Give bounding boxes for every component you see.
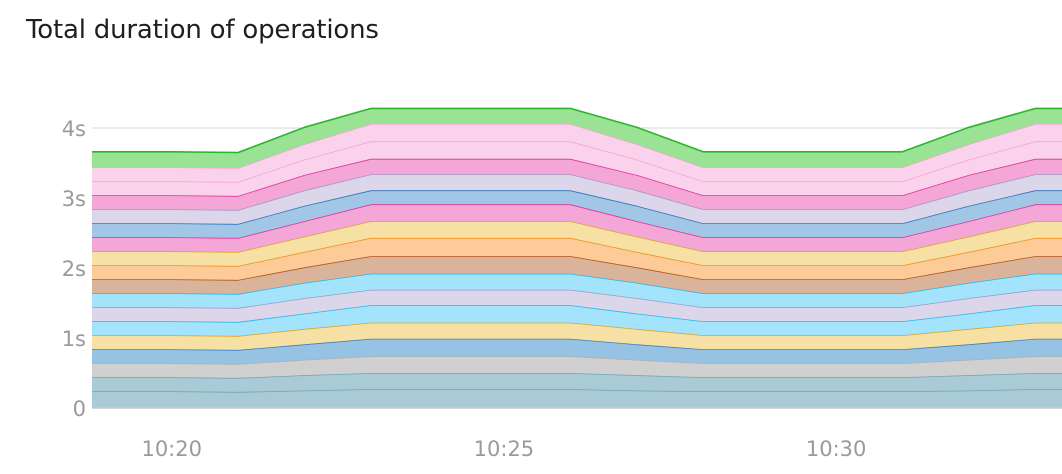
area-series-11 [92,221,1062,266]
area-series-13 [92,190,1062,238]
area-series-6 [92,305,1062,336]
area-series-1 [92,389,1062,408]
x-tick-label-2: 10:30 [806,437,867,461]
x-tick-label-0: 10:20 [141,437,202,461]
area-series-4 [92,338,1062,364]
area-series-16 [92,141,1062,196]
area-series-15 [92,158,1062,210]
area-series-9 [92,256,1062,294]
y-tick-label-4: 4s [62,117,86,141]
area-series-3 [92,356,1062,378]
x-tick-label-1: 10:25 [474,437,535,461]
y-axis-tick-labels: 0 1s 2s 3s 4s [62,117,86,421]
area-series-18 [92,108,1062,168]
area-series-group [92,107,1062,408]
y-tick-label-1: 1s [62,327,86,351]
area-series-5 [92,322,1062,350]
chart-title: Total duration of operations [26,15,379,45]
area-series-7 [92,289,1062,322]
series-line-18 [92,107,1062,154]
y-tick-label-0: 0 [73,397,86,421]
y-tick-label-3: 3s [62,187,86,211]
area-series-12 [92,204,1062,252]
x-axis-tick-labels: 10:20 10:25 10:30 [141,437,866,461]
y-tick-label-2: 2s [62,257,86,281]
area-series-14 [92,174,1062,224]
area-series-8 [92,273,1062,308]
area-series-10 [92,237,1062,280]
